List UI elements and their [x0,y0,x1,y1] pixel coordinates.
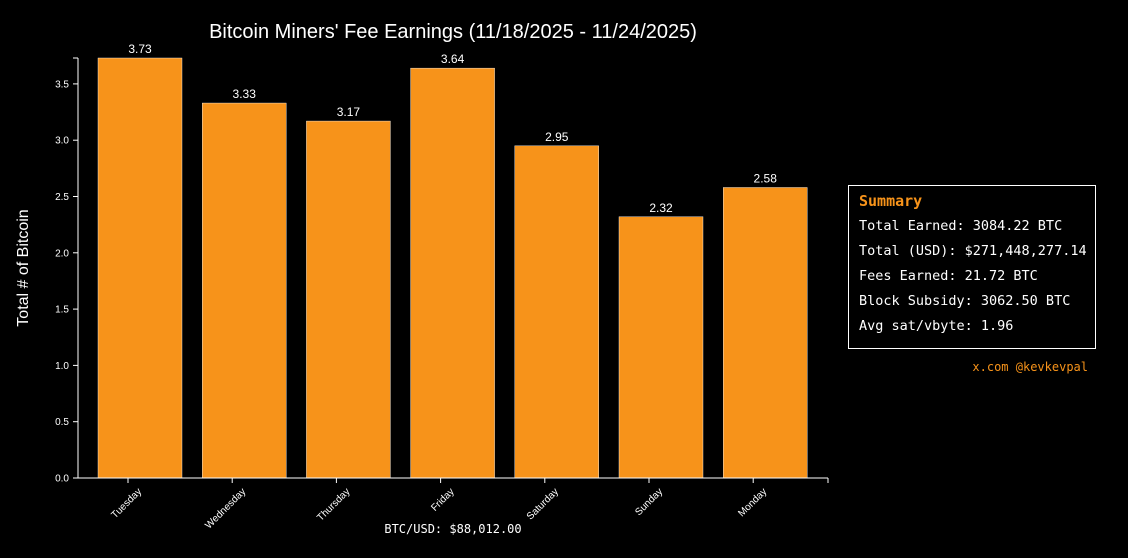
x-tick-label-tuesday: Tuesday [109,486,144,521]
bar-tuesday [97,57,183,479]
y-tick-label: 1.0 [55,361,69,372]
summary-title: Summary [859,192,923,210]
bar-wednesday [201,102,287,479]
value-label-thursday: 3.17 [337,105,361,119]
x-tick-label-wednesday: Wednesday [203,486,248,531]
x-tick-label-friday: Friday [429,486,456,513]
bar-saturday [514,145,599,479]
x-tick-label-thursday: Thursday [315,486,352,523]
y-axis: 0.0 0.5 1.0 1.5 2.0 2.5 3.0 3.5 [55,57,79,485]
bar-thursday [306,120,391,479]
value-label-wednesday: 3.33 [233,87,257,101]
y-tick-label: 2.5 [55,192,69,203]
value-label-sunday: 2.32 [649,201,673,215]
y-axis-label: Total # of Bitcoin [15,209,32,326]
bars-group [97,57,808,479]
value-label-saturday: 2.95 [545,130,569,144]
y-tick-label: 0.0 [55,474,69,485]
summary-panel: Summary Total Earned: 3084.22 BTC Total … [848,185,1096,349]
x-tick-label-monday: Monday [736,486,769,519]
y-tick-label: 2.0 [55,248,69,259]
total-earned: Total Earned: 3084.22 BTC [859,218,1063,234]
y-tick-label: 0.5 [55,417,69,428]
avg-sat-vbyte: Avg sat/vbyte: 1.96 [859,318,1014,334]
y-tick-label: 3.5 [55,79,69,90]
y-tick-label: 3.0 [55,136,69,147]
value-label-friday: 3.64 [441,52,465,66]
x-tick-label-saturday: Saturday [525,486,561,522]
btc-usd-price: BTC/USD: $88,012.00 [384,522,521,536]
block-subsidy: Block Subsidy: 3062.50 BTC [859,293,1071,309]
chart-title: Bitcoin Miners' Fee Earnings (11/18/2025… [209,21,697,43]
value-label-tuesday: 3.73 [128,42,152,56]
bar-sunday [618,216,704,479]
author-credit: x.com @kevkevpal [972,360,1088,374]
total-usd: Total (USD): $271,448,277.14 [859,243,1087,259]
x-tick-label-sunday: Sunday [633,486,665,518]
value-label-monday: 2.58 [754,171,778,185]
y-tick-label: 1.5 [55,305,69,316]
bar-monday [723,187,808,479]
value-labels-group: 3.73 3.33 3.17 3.64 2.95 2.32 2.58 [128,42,777,215]
bar-friday [410,67,495,479]
fees-earned: Fees Earned: 21.72 BTC [859,268,1038,284]
